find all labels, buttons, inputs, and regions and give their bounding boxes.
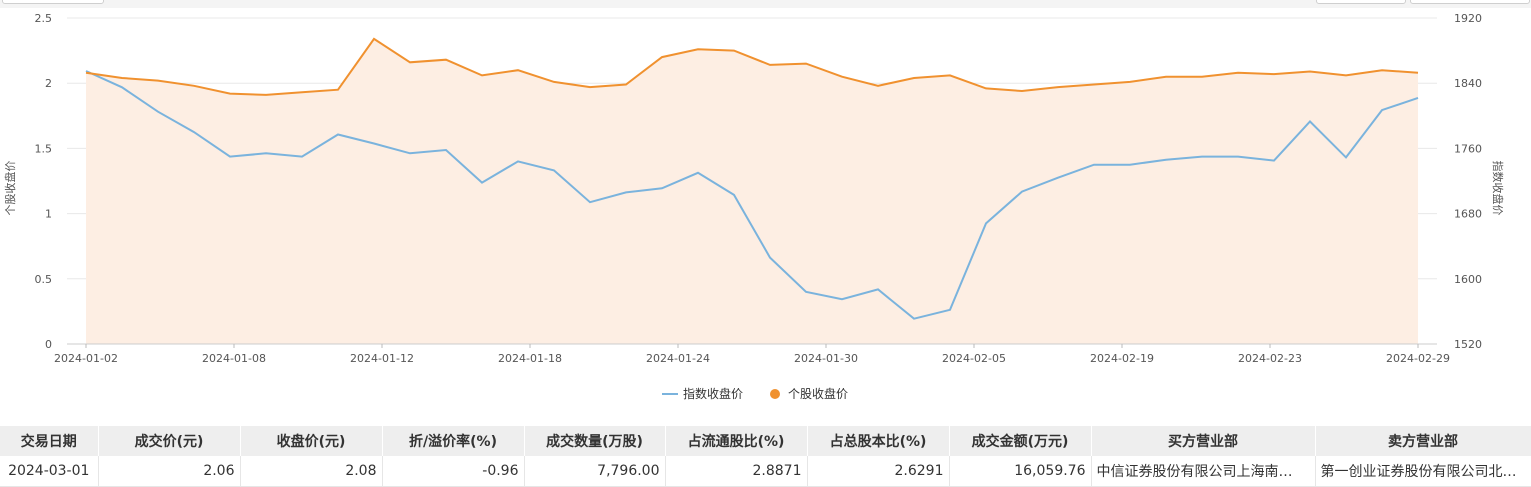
- col-header-deal-price[interactable]: 成交价(元): [98, 426, 241, 456]
- legend-stock-swatch: [770, 389, 780, 399]
- x-tick-label: 2024-02-19: [1090, 352, 1154, 365]
- col-header-amount[interactable]: 成交金额(万元): [949, 426, 1092, 456]
- left-tick-label: 2.5: [35, 12, 53, 25]
- cell-volume: 7,796.00: [524, 456, 666, 487]
- x-tick-label: 2024-01-30: [794, 352, 858, 365]
- right-tick-label: 1920: [1454, 12, 1482, 25]
- right-tick-label: 1840: [1454, 77, 1482, 90]
- table-row: 2024-03-01 2.06 2.08 -0.96 7,796.00 2.88…: [0, 456, 1531, 487]
- cell-premium-rate: -0.96: [382, 456, 525, 487]
- legend-item-stock[interactable]: 个股收盘价: [770, 386, 848, 401]
- x-tick-label: 2024-01-24: [646, 352, 710, 365]
- stock-close-line: [85, 37, 1419, 96]
- cell-deal-price: 2.06: [98, 456, 241, 487]
- x-tick-label: 2024-01-12: [350, 352, 414, 365]
- toolbar-button-right-1[interactable]: [1316, 0, 1406, 4]
- x-tick-label: 2024-02-23: [1238, 352, 1302, 365]
- cell-trade-date: 2024-03-01: [0, 456, 99, 487]
- cell-amount: 16,059.76: [949, 456, 1092, 487]
- col-header-premium-rate[interactable]: 折/溢价率(%): [382, 426, 525, 456]
- right-tick-label: 1680: [1454, 208, 1482, 221]
- x-tick-label: 2024-01-02: [54, 352, 118, 365]
- x-tick-label: 2024-01-18: [498, 352, 562, 365]
- right-axis-title: 指数收盘价: [1491, 161, 1505, 216]
- col-header-trade-date[interactable]: 交易日期: [0, 426, 99, 456]
- x-tick-label: 2024-02-05: [942, 352, 1006, 365]
- cell-float-ratio: 2.8871: [665, 456, 808, 487]
- cell-total-ratio: 2.6291: [807, 456, 950, 487]
- x-axis-ticks: 2024-01-02 2024-01-08 2024-01-12 2024-01-18…: [54, 344, 1450, 365]
- left-tick-label: 2: [45, 77, 52, 90]
- legend-index-label: 指数收盘价: [683, 386, 743, 401]
- col-header-buyer[interactable]: 买方营业部: [1091, 426, 1316, 456]
- index-close-line: [85, 70, 1419, 320]
- col-header-volume[interactable]: 成交数量(万股): [524, 426, 666, 456]
- right-tick-label: 1600: [1454, 273, 1482, 286]
- table-header-row: 交易日期 成交价(元) 收盘价(元) 折/溢价率(%) 成交数量(万股) 占流通…: [0, 426, 1531, 456]
- legend-stock-label: 个股收盘价: [788, 386, 848, 401]
- block-trade-table: 交易日期 成交价(元) 收盘价(元) 折/溢价率(%) 成交数量(万股) 占流通…: [0, 426, 1531, 487]
- left-tick-label: 0: [45, 338, 52, 351]
- x-tick-label: 2024-01-08: [202, 352, 266, 365]
- legend: 指数收盘价 个股收盘价: [662, 386, 848, 401]
- cell-close-price: 2.08: [240, 456, 383, 487]
- legend-item-index[interactable]: 指数收盘价: [662, 386, 743, 401]
- price-chart: 0 0.5 1 1.5 2 2.5 1520 1600 1680 1760 1840 1920 20…: [3, 12, 1505, 401]
- cell-seller[interactable]: 第一创业证券股份有限公司北…: [1315, 456, 1531, 487]
- right-tick-label: 1520: [1454, 338, 1482, 351]
- right-axis-ticks: 1520 1600 1680 1760 1840 1920: [1454, 12, 1482, 351]
- right-tick-label: 1760: [1454, 142, 1482, 155]
- col-header-float-ratio[interactable]: 占流通股比(%): [665, 426, 808, 456]
- stock-price-area: [86, 38, 1418, 345]
- top-toolbar-strip: [0, 0, 1531, 8]
- col-header-close-price[interactable]: 收盘价(元): [240, 426, 383, 456]
- toolbar-button-right-2[interactable]: [1410, 0, 1530, 4]
- cell-buyer[interactable]: 中信证券股份有限公司上海南…: [1091, 456, 1316, 487]
- left-tick-label: 1: [45, 208, 52, 221]
- col-header-seller[interactable]: 卖方营业部: [1315, 426, 1531, 456]
- x-tick-label: 2024-02-29: [1386, 352, 1450, 365]
- left-tick-label: 1.5: [35, 142, 53, 155]
- col-header-total-ratio[interactable]: 占总股本比(%): [807, 426, 950, 456]
- left-axis-title: 个股收盘价: [3, 161, 17, 216]
- left-axis-ticks: 0 0.5 1 1.5 2 2.5: [35, 12, 53, 351]
- left-tick-label: 0.5: [35, 273, 53, 286]
- toolbar-button-left[interactable]: [2, 0, 104, 4]
